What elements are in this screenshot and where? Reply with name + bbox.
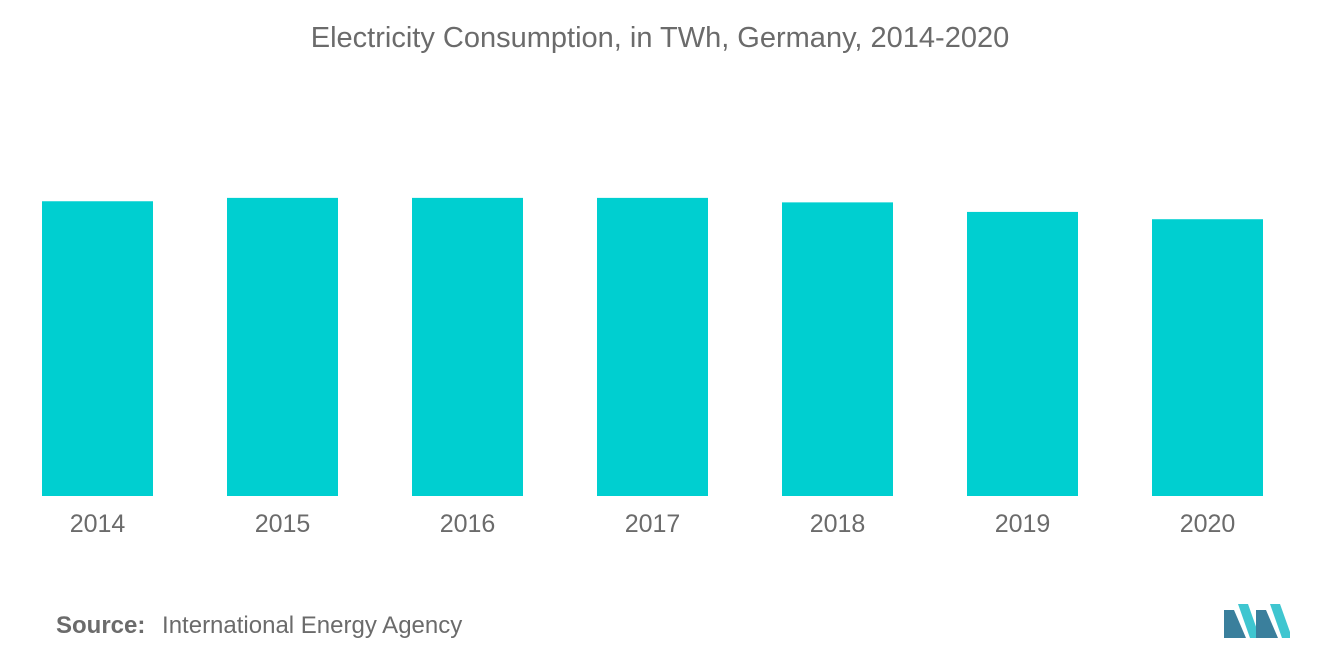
bar-2014	[42, 201, 153, 496]
chart-title: Electricity Consumption, in TWh, Germany…	[310, 22, 1010, 54]
x-tick-2014: 2014	[70, 510, 126, 538]
x-tick-2017: 2017	[625, 510, 681, 538]
source-note: Source: International Energy Agency	[56, 612, 462, 640]
bar-2019	[967, 211, 1078, 496]
bar-2016	[412, 197, 523, 497]
x-tick-2019: 2019	[995, 510, 1051, 538]
bar-2020	[1152, 219, 1263, 497]
bar-2015	[227, 197, 338, 497]
bars-group	[42, 197, 1263, 497]
x-tick-2016: 2016	[440, 510, 496, 538]
source-label: Source:	[56, 612, 146, 639]
bar-chart: 2014 2015 2016 2017 2018 2019 2020	[42, 197, 1263, 538]
bar-2017	[597, 197, 708, 497]
mordor-logo-icon	[1224, 604, 1290, 638]
source-text: International Energy Agency	[162, 612, 463, 639]
x-tick-2015: 2015	[255, 510, 311, 538]
x-tick-2020: 2020	[1180, 510, 1236, 538]
x-tick-2018: 2018	[810, 510, 866, 538]
x-tick-labels: 2014 2015 2016 2017 2018 2019 2020	[70, 510, 1236, 538]
bar-2018	[782, 202, 893, 496]
